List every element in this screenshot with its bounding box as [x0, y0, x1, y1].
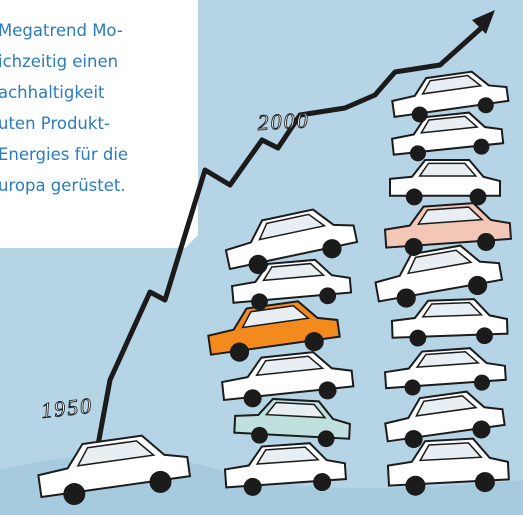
wheel [470, 189, 487, 206]
illustration: Megatrend Mo- ichzeitig einen achhaltigk… [0, 0, 523, 515]
wheel [406, 189, 423, 206]
text-line: Energies für die [0, 145, 128, 164]
text-line: uten Produkt- [0, 114, 110, 133]
text-line: ichzeitig einen [0, 52, 118, 71]
text-line: Megatrend Mo- [0, 21, 123, 40]
text-line: achhaltigkeit [0, 83, 105, 102]
year-label: 2000 [257, 107, 310, 135]
text-line: uropa gerüstet. [0, 176, 126, 195]
page: Megatrend Mo- ichzeitig einen achhaltigk… [0, 0, 523, 515]
car-window [420, 163, 476, 176]
